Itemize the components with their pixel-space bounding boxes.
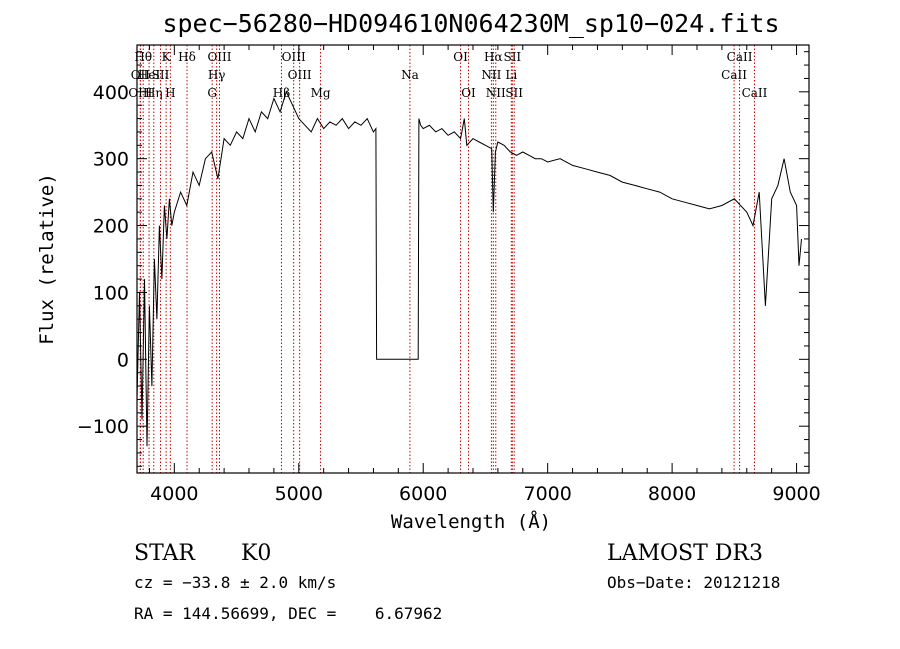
plot-frame (136, 44, 810, 474)
spectral-line-label-13: OIII (282, 50, 306, 64)
spectral-line-label-15: Mg (311, 86, 331, 100)
spectral-line-label-14: OIII (288, 68, 312, 82)
spectral-line-label-19: Hα (484, 50, 503, 64)
x-tick-label: 4000 (150, 483, 198, 505)
spectral-line-label-7: H (165, 86, 175, 100)
y-tick-label: 200 (93, 216, 129, 238)
spectral-line-label-22: SII (503, 50, 521, 64)
survey-name: LAMOST DR3 (607, 541, 763, 566)
x-tick-label: 7000 (523, 483, 571, 505)
spectral-line-label-2: OIII (128, 86, 152, 100)
x-axis-label: Wavelength (Å) (391, 510, 551, 533)
spectral-line-label-20: NII (481, 68, 501, 82)
spectral-line-label-18: OI (461, 86, 476, 100)
spectral-line-label-26: CaII (721, 68, 747, 82)
coordinates-info: RA = 144.56699, DEC = 6.67962 (134, 604, 442, 623)
y-tick-label: 0 (117, 349, 129, 371)
spectral-line-label-11: G (207, 86, 217, 100)
x-tick-label: 8000 (648, 483, 696, 505)
spectral-line-label-6: SII (152, 68, 170, 82)
flux-line-0 (136, 90, 802, 447)
spectral-line-label-16: Na (401, 68, 419, 82)
spectral-line-markers (139, 45, 755, 473)
spectral-line-label-9: OIII (207, 50, 231, 64)
spectral-line-label-27: CaII (742, 86, 768, 100)
spectral-line-label-3: HeI (138, 68, 161, 82)
spectral-line-label-0: Hθ (134, 50, 152, 64)
spectral-line-label-23: Li (505, 68, 517, 82)
spectral-line-label-21: NII (486, 86, 506, 100)
x-tick-label: 9000 (772, 483, 820, 505)
x-axis-ticks: 4000 5000 6000 7000 8000 9000 (148, 45, 821, 505)
object-class: STAR (134, 541, 196, 566)
spectral-line-label-17: OI (453, 50, 468, 64)
y-tick-label: −100 (77, 416, 129, 438)
spectral-line-label-4: Hη (145, 86, 163, 100)
y-axis-label: Flux (relative) (36, 173, 58, 345)
observation-date: Obs−Date: 20121218 (607, 573, 780, 592)
spectral-line-label-24: SII (505, 86, 523, 100)
spectral-line-label-10: Hγ (208, 68, 226, 82)
redshift-info: cz = −33.8 ± 2.0 km/s (134, 573, 336, 592)
x-tick-label: 6000 (399, 483, 447, 505)
spectral-line-label-25: CaII (727, 50, 753, 64)
flux-series (136, 90, 802, 447)
x-tick-label: 5000 (275, 483, 323, 505)
object-subclass: K0 (241, 541, 271, 566)
spectral-line-labels: Hθ OII OIII HeI Hη K SII H Hδ OIII Hγ G Hβ OIII OIII Mg… (128, 50, 767, 100)
spectral-line-label-12: Hβ (273, 86, 290, 100)
y-tick-label: 300 (93, 149, 129, 171)
y-tick-label: 100 (93, 282, 129, 304)
y-axis-ticks: −100 0 100 200 300 400 (77, 51, 809, 467)
chart-title: spec−56280−HD094610N064230M_sp10−024.fit… (162, 9, 779, 38)
y-tick-label: 400 (93, 82, 129, 104)
spectral-line-label-1: OII (131, 68, 151, 82)
spectral-line-label-5: K (162, 50, 172, 64)
spectral-line-label-8: Hδ (178, 50, 196, 64)
